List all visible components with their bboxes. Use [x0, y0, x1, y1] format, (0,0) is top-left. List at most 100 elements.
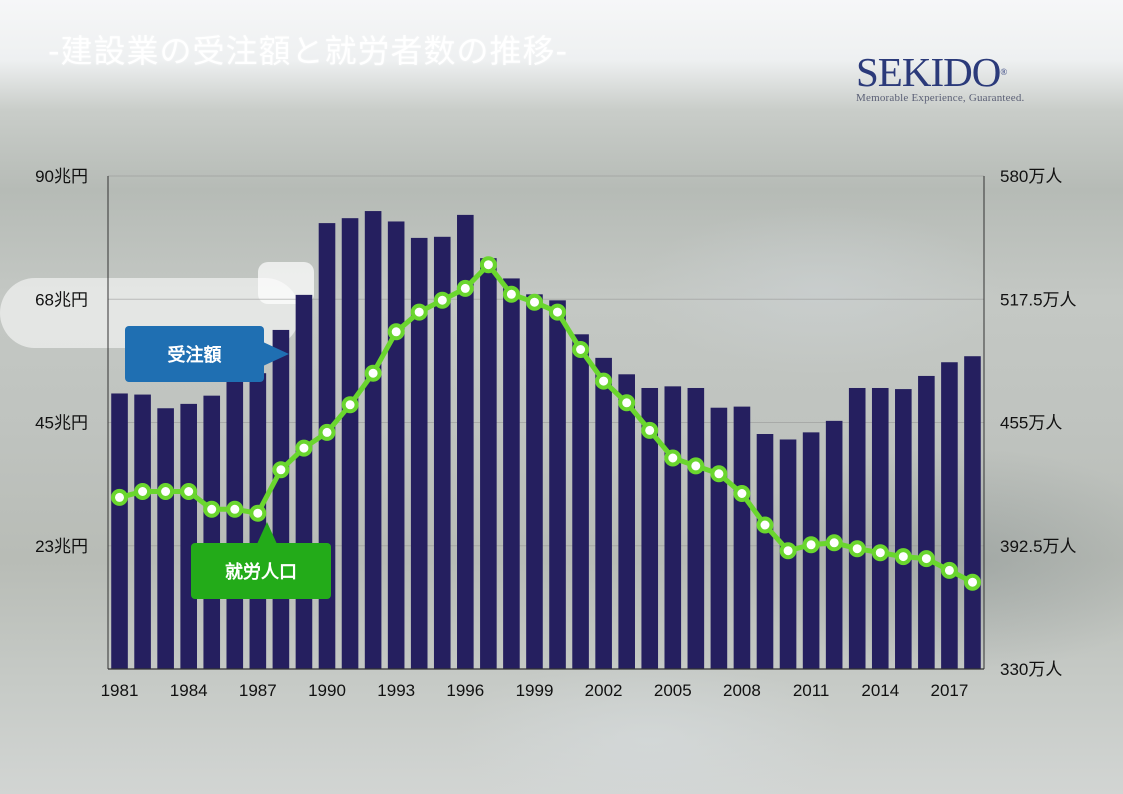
data-point	[318, 423, 336, 441]
data-point	[733, 485, 751, 502]
bar	[549, 300, 566, 669]
data-point	[687, 457, 705, 475]
bar-series	[111, 211, 981, 670]
data-point	[779, 542, 797, 560]
bar	[941, 362, 958, 669]
data-point	[526, 293, 543, 311]
bar	[503, 278, 520, 669]
bar	[595, 357, 612, 669]
data-point	[825, 534, 843, 552]
workers-callout-pointer	[257, 522, 277, 544]
left-tick-label: 68兆円	[35, 290, 88, 309]
data-point	[595, 372, 613, 390]
data-point	[572, 341, 590, 358]
bar	[871, 387, 889, 669]
bar	[733, 406, 751, 669]
bar	[387, 221, 405, 669]
bar	[341, 218, 359, 669]
bar	[134, 394, 151, 669]
data-point	[433, 291, 451, 309]
bar	[964, 356, 981, 669]
bar	[641, 387, 659, 669]
x-tick-label: 2017	[930, 681, 968, 700]
data-point	[295, 439, 313, 457]
bar	[364, 211, 382, 669]
bar	[848, 387, 866, 669]
right-tick-label: 455万人	[1000, 414, 1062, 433]
bar	[180, 403, 197, 669]
data-point	[226, 500, 244, 518]
logo-tagline: Memorable Experience, Guaranteed.	[856, 92, 1025, 104]
bar	[203, 395, 221, 669]
data-point	[364, 364, 382, 382]
left-tick-label: 45兆円	[35, 414, 88, 433]
data-point	[502, 285, 520, 303]
x-tick-label: 1993	[377, 681, 415, 700]
data-point	[940, 561, 958, 579]
orders-callout: 受注額	[125, 326, 264, 382]
bar	[318, 223, 336, 670]
left-tick-label: 23兆円	[35, 537, 88, 556]
x-tick-label: 1999	[516, 681, 554, 700]
data-point	[410, 303, 428, 321]
logo-text: SEKIDO	[856, 49, 1001, 95]
data-point	[456, 279, 474, 297]
registered-mark-icon: ®	[1000, 67, 1007, 77]
x-tick-label: 1996	[446, 681, 484, 700]
bar	[618, 374, 635, 669]
x-tick-label: 2005	[654, 681, 692, 700]
data-point	[479, 256, 497, 274]
bar	[457, 214, 474, 669]
data-point	[549, 303, 566, 321]
bar	[710, 407, 728, 669]
left-tick-label: 90兆円	[35, 167, 88, 186]
right-tick-label: 580万人	[1000, 167, 1062, 186]
data-point	[871, 544, 889, 562]
data-point	[848, 540, 866, 558]
orders-callout-pointer	[263, 342, 289, 366]
x-tick-label: 2011	[793, 681, 830, 700]
bar	[111, 393, 128, 669]
data-point	[618, 394, 636, 412]
axes	[107, 176, 985, 670]
bar	[480, 258, 497, 669]
right-axis-labels: 580万人 517.5万人 455万人 392.5万人 330万人	[1000, 167, 1077, 679]
x-tick-label: 2008	[723, 681, 761, 700]
data-point	[272, 461, 290, 479]
x-tick-label: 1987	[239, 681, 277, 700]
right-tick-label: 392.5万人	[1000, 537, 1077, 556]
bar	[664, 386, 682, 669]
bar	[687, 387, 705, 669]
x-tick-label: 2002	[585, 681, 623, 700]
x-tick-label: 2014	[861, 681, 899, 700]
line-series	[111, 256, 981, 591]
left-axis-labels: 90兆円 68兆円 45兆円 23兆円	[35, 167, 88, 556]
page-title: -建設業の受注額と就労者数の推移-	[48, 32, 569, 70]
bar	[226, 377, 244, 669]
data-point	[134, 483, 152, 500]
data-point	[157, 483, 175, 500]
data-point	[641, 421, 659, 439]
data-point	[894, 548, 912, 566]
data-point	[710, 465, 728, 483]
x-tick-label: 1990	[308, 681, 346, 700]
data-point	[802, 536, 820, 554]
bar	[295, 294, 313, 669]
data-point	[180, 483, 198, 500]
data-point	[756, 516, 774, 534]
x-axis-labels: 1981 1984 1987 1990 1993 1996 1999 2002 2005 2008…	[101, 681, 969, 700]
bar	[157, 408, 174, 669]
x-tick-label: 1981	[101, 681, 139, 700]
data-point	[341, 396, 359, 414]
company-logo: SEKIDO® Memorable Experience, Guaranteed…	[856, 49, 1046, 105]
bar	[526, 294, 543, 669]
x-tick-label: 1984	[170, 681, 208, 700]
bar	[433, 236, 451, 670]
data-point	[111, 488, 128, 506]
bar	[756, 434, 774, 669]
series-line	[118, 262, 974, 585]
workers-callout: 就労人口	[191, 543, 331, 599]
data-point	[203, 500, 221, 518]
data-point	[664, 449, 682, 467]
data-point	[917, 550, 935, 568]
